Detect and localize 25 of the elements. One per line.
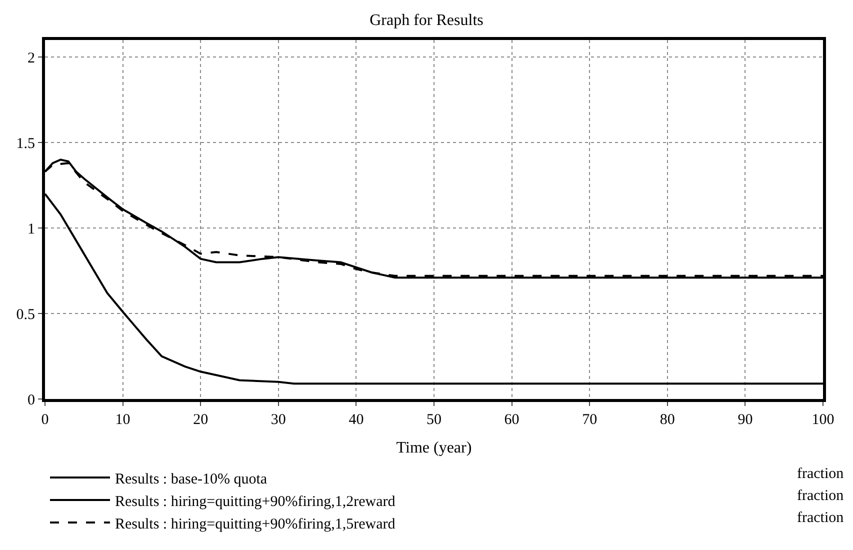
x-tick-label: 70 (582, 412, 598, 428)
x-tick-label: 100 (812, 412, 834, 428)
x-tick-label: 60 (504, 412, 520, 428)
y-tick-label: 0 (28, 392, 35, 408)
y-tick-label: 2 (28, 50, 35, 66)
x-axis-title: Time (year) (396, 440, 472, 457)
chart-title: Graph for Results (370, 12, 484, 29)
x-tick-label: 50 (426, 412, 442, 428)
text: fraction (797, 510, 844, 526)
text: fraction (797, 466, 844, 482)
legend-label: Results : hiring=quitting+90%firing,1,5reward (115, 516, 396, 532)
y-tick-label: 1 (28, 221, 35, 238)
x-tick-label: 30 (270, 412, 286, 428)
line-series (45, 192, 823, 385)
x-tick-label: 40 (348, 412, 364, 428)
legend-label: Results : base-10% quota (115, 471, 268, 488)
x-tick-label: 90 (738, 412, 753, 428)
x-tick-label: 10 (115, 412, 130, 428)
legend-label: Results : hiring=quitting+90%firing,1,2reward (115, 494, 396, 510)
y-tick-label: 0.5 (16, 306, 35, 323)
x-tick-label: 0 (41, 412, 49, 428)
text: fraction (797, 488, 844, 504)
x-tick-label: 20 (193, 412, 208, 428)
y-tick-label: 1.5 (16, 136, 35, 152)
x-tick-label: 80 (660, 412, 675, 428)
